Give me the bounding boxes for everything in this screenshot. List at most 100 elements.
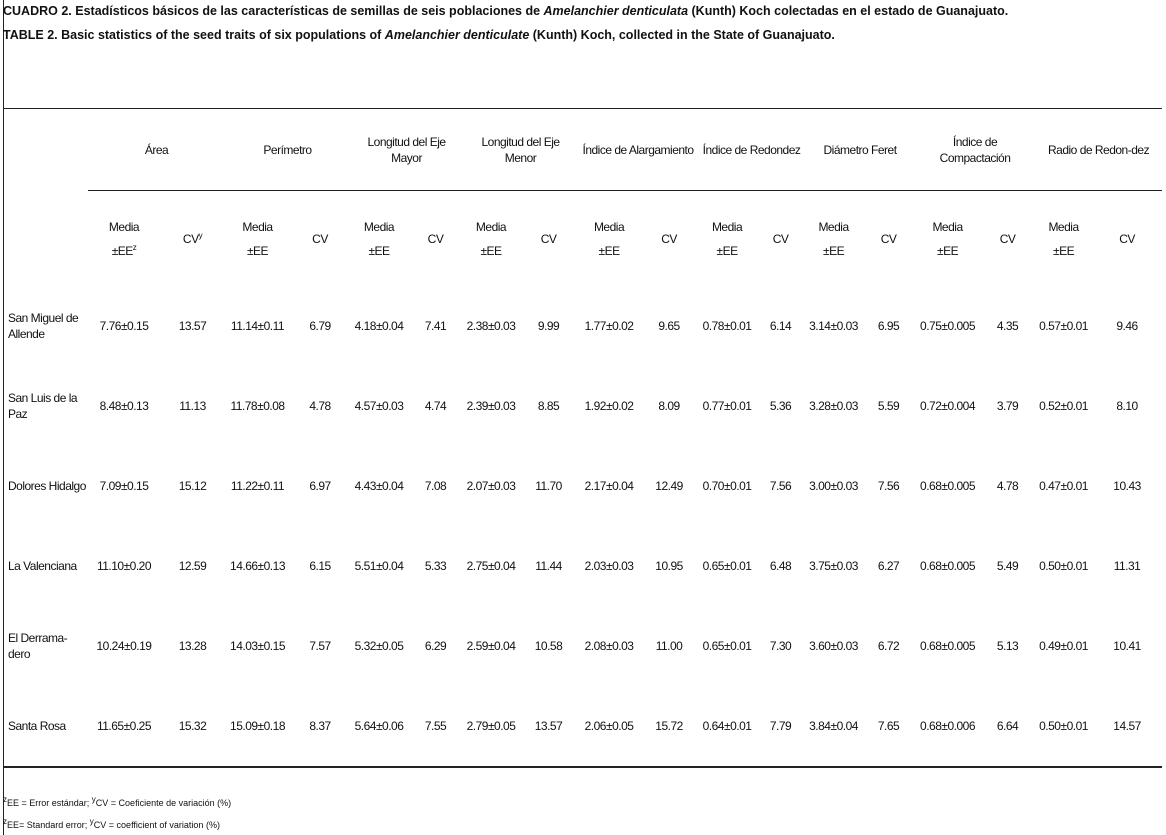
value-cell: 5.51±0.04 bbox=[354, 559, 404, 573]
value-cell: 8.85 bbox=[537, 399, 560, 413]
value-cell: 3.79 bbox=[996, 399, 1019, 413]
se-line: ±EE bbox=[227, 243, 288, 259]
mean-header: Media ±EE bbox=[915, 191, 980, 287]
cv-header: CV bbox=[1092, 191, 1162, 287]
se-label: ±EE bbox=[716, 243, 738, 258]
se-line: ±EE bbox=[807, 243, 860, 259]
value-cell: 11.13 bbox=[179, 399, 206, 413]
group-header: Diámetro Feret bbox=[805, 108, 916, 191]
value-cell: 7.57 bbox=[309, 639, 331, 653]
value-cell: 11.78±0.08 bbox=[230, 399, 285, 413]
value-cell: 12.59 bbox=[178, 559, 207, 573]
value-cell: 11.70 bbox=[535, 479, 562, 493]
value-cell: 0.64±0.01 bbox=[698, 686, 757, 768]
group-header: Índice de Compactación bbox=[915, 108, 1036, 191]
value-cell: 12.49 bbox=[655, 479, 683, 493]
value-cell: 0.77±0.01 bbox=[702, 399, 752, 413]
data-row: San Luis de la Paz 8.48±0.13 11.13 11.78±0.… bbox=[3, 366, 1162, 446]
footnote-text: EE= Standard error; bbox=[7, 820, 90, 830]
footnote: zEE = Error estándar; yCV = Coeficiente … bbox=[3, 795, 231, 809]
value-cell: 7.79 bbox=[756, 686, 806, 768]
value-cell: 0.75±0.005 bbox=[920, 319, 976, 333]
footnote-mark: z bbox=[3, 795, 7, 804]
se-line: ±EEz bbox=[90, 243, 158, 259]
value-cell: 6.48 bbox=[769, 559, 792, 573]
value-cell: 6.14 bbox=[769, 319, 792, 333]
value-cell: 14.66±0.13 bbox=[230, 559, 285, 573]
value-cell: 0.72±0.004 bbox=[920, 399, 976, 413]
mean-label: Media bbox=[818, 219, 849, 234]
se-line: ±EE bbox=[465, 243, 517, 259]
se-line: ±EE bbox=[700, 243, 754, 259]
value-cell: 15.32 bbox=[160, 686, 226, 768]
value-cell: 8.09 bbox=[658, 399, 680, 413]
caption-label: TABLE 2. bbox=[3, 28, 58, 42]
value-cell: 4.74 bbox=[424, 399, 447, 413]
caption-text: (Kunth) Koch colectadas en el estado de … bbox=[688, 4, 1009, 18]
footnote-mark: z bbox=[132, 242, 137, 252]
value-cell: 9.46 bbox=[1116, 319, 1138, 333]
mean-header: Media ±EE bbox=[578, 191, 640, 287]
value-cell: 5.49 bbox=[996, 559, 1019, 573]
value-cell: 6.64 bbox=[980, 686, 1036, 768]
footnote-text: EE = Error estándar; bbox=[7, 798, 92, 808]
value-cell: 0.68±0.005 bbox=[920, 559, 976, 573]
value-cell: 0.50±0.01 bbox=[1035, 686, 1093, 768]
value-cell: 7.08 bbox=[424, 479, 447, 493]
cv-label: CV bbox=[540, 231, 557, 246]
mean-header: Media ±EE bbox=[805, 191, 862, 287]
value-cell: 10.41 bbox=[1113, 639, 1141, 653]
data-row: San Miguel de Allende 7.76±0.15 13.57 11.14… bbox=[3, 286, 1162, 366]
value-cell: 2.07±0.03 bbox=[466, 479, 516, 493]
value-cell: 13.57 bbox=[519, 686, 579, 768]
value-cell: 2.38±0.03 bbox=[466, 319, 516, 333]
caption-text: (Kunth) Koch, collected in the State of … bbox=[529, 28, 835, 42]
caption-text: Basic statistics of the seed traits of s… bbox=[57, 28, 385, 42]
corner-cell bbox=[3, 108, 88, 286]
se-line: ±EE bbox=[917, 243, 978, 259]
cv-header: CV bbox=[862, 191, 915, 287]
value-cell: 0.68±0.005 bbox=[920, 479, 976, 493]
mean-header: Media ±EE bbox=[225, 191, 290, 287]
footnote-mark: y bbox=[89, 817, 94, 826]
population: El Derrama-dero bbox=[8, 631, 68, 661]
population: Dolores Hidalgo bbox=[8, 479, 86, 493]
value-cell: 7.30 bbox=[769, 639, 792, 653]
cv-header: CV bbox=[408, 191, 463, 287]
population: La Valenciana bbox=[8, 559, 77, 573]
caption-label: CUADRO 2. bbox=[3, 4, 72, 18]
mean-label: Media bbox=[108, 219, 140, 234]
value-cell: 3.14±0.03 bbox=[809, 319, 858, 333]
value-cell: 10.24±0.19 bbox=[96, 639, 152, 653]
footnote-text: CV = coefficient of variation (%) bbox=[93, 820, 220, 830]
value-cell: 0.70±0.01 bbox=[702, 479, 752, 493]
value-cell: 3.60±0.03 bbox=[809, 639, 858, 653]
value-cell: 13.28 bbox=[178, 639, 207, 653]
value-cell: 0.78±0.01 bbox=[702, 319, 752, 333]
value-cell: 2.39±0.03 bbox=[466, 399, 516, 413]
value-cell: 5.13 bbox=[996, 639, 1019, 653]
value-cell: 11.14±0.11 bbox=[230, 319, 285, 333]
value-cell: 10.58 bbox=[534, 639, 563, 653]
value-cell: 6.97 bbox=[309, 479, 331, 493]
value-cell: 8.48±0.13 bbox=[99, 399, 149, 413]
caption-en: TABLE 2. Basic statistics of the seed tr… bbox=[3, 28, 835, 42]
footnote-mark: z bbox=[3, 817, 7, 826]
population: San Luis de la Paz bbox=[8, 391, 78, 421]
value-cell: 15.09±0.18 bbox=[225, 686, 291, 768]
mean-header: Media ±EE bbox=[463, 191, 519, 287]
value-cell: 0.68±0.005 bbox=[920, 639, 976, 653]
data-row: Dolores Hidalgo 7.09±0.15 15.12 11.22±0.11 6… bbox=[3, 446, 1162, 526]
value-cell: 3.75±0.03 bbox=[809, 559, 858, 573]
value-cell: 2.17±0.04 bbox=[584, 479, 634, 493]
value-cell: 5.33 bbox=[424, 559, 447, 573]
value-cell: 5.32±0.05 bbox=[354, 639, 404, 653]
value-cell: 11.22±0.11 bbox=[230, 479, 285, 493]
value-cell: 10.43 bbox=[1113, 479, 1141, 493]
value-cell: 2.75±0.04 bbox=[466, 559, 516, 573]
value-cell: 15.72 bbox=[640, 686, 699, 768]
value-cell: 13.57 bbox=[178, 319, 207, 333]
se-line: ±EE bbox=[580, 243, 638, 259]
value-cell: 2.59±0.04 bbox=[466, 639, 516, 653]
